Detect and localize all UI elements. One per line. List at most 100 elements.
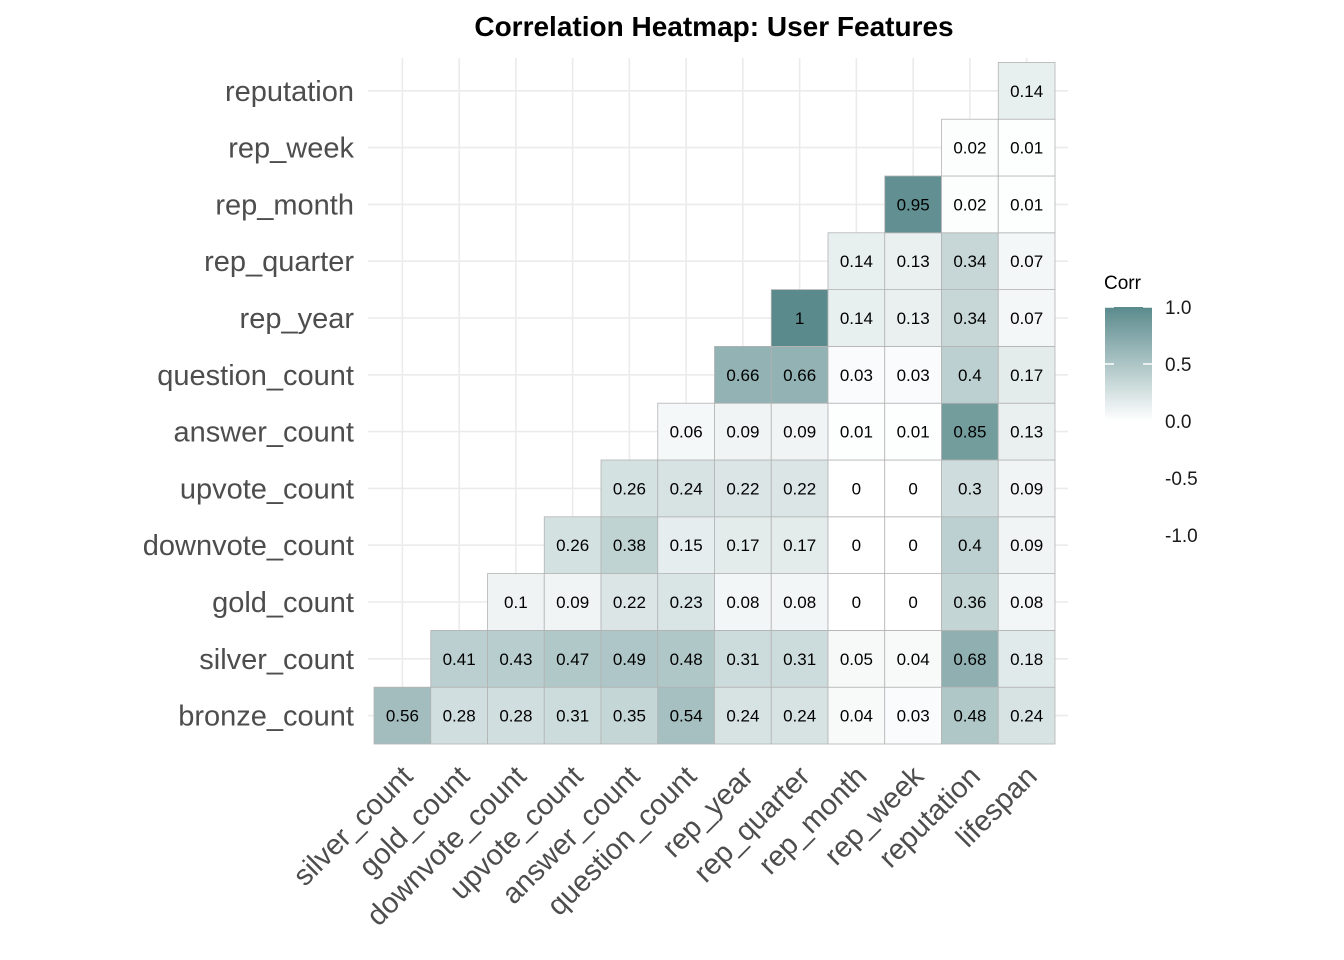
cell-label: 0.56 [386,707,419,726]
cell-question_count-rep_month [827,345,886,404]
cell-silver_count-rep_month [827,630,886,688]
y-label-upvote_count: upvote_count [180,473,354,505]
y-axis-labels: bronze_count silver_count gold_count downvo… [143,76,355,733]
cell-question_count-rep_year [714,345,772,404]
cell-label: 0.08 [1010,593,1043,612]
cell-rep_month-rep_week [884,175,942,234]
cell-label: 0.3 [958,479,982,498]
cell-label: 0.13 [897,309,930,328]
cell-label: 0.66 [726,366,759,385]
cell-bronze_count-rep_month [827,686,886,745]
cell-label: 0 [852,536,861,555]
cell-silver_count-gold_count [430,630,488,688]
y-label-rep_quarter: rep_quarter [204,246,354,278]
cell-silver_count-answer_count [600,630,659,688]
color-legend: Corr 1.0 0.5 0.0 -0.5 -1.0 [1104,273,1198,547]
cell-label: 0.31 [556,707,589,726]
y-label-silver_count: silver_count [199,644,354,676]
cell-label: 0.06 [670,423,703,442]
cell-silver_count-rep_week [884,630,942,688]
cell-bronze_count-rep_quarter [770,686,829,745]
cell-answer_count-rep_month [827,402,886,461]
cell-label: 0.31 [783,650,816,669]
cell-downvote_count-question_count [657,516,715,574]
cell-label: 0.4 [958,536,982,555]
y-label-downvote_count: downvote_count [143,530,354,562]
cell-answer_count-lifespan [997,402,1056,461]
x-axis-labels: silver_countgold_countdownvote_countupvo… [287,760,1043,932]
cell-label: 0.09 [1010,479,1043,498]
cell-label: 0.49 [613,650,646,669]
cell-label: 0.07 [1010,252,1043,271]
cell-label: 0.14 [840,309,873,328]
cell-gold_count-rep_quarter [770,573,829,631]
cell-label: 1 [795,309,804,328]
cell-rep_year-rep_week [884,289,942,347]
cell-downvote_count-upvote_count [543,516,602,574]
cell-gold_count-rep_month [827,573,886,631]
cell-label: 0.01 [1010,195,1043,214]
cell-label: 0.26 [556,536,589,555]
cell-rep_year-reputation [941,289,999,347]
cell-label: 0 [852,479,861,498]
cell-gold_count-lifespan [997,573,1056,631]
cell-label: 0.14 [1010,82,1043,101]
cell-label: 0.4 [958,366,982,385]
cell-silver_count-rep_year [714,630,772,688]
cell-label: 0.22 [783,479,816,498]
cell-bronze_count-question_count [657,686,715,745]
legend-tick-label: -0.5 [1165,469,1198,490]
cell-downvote_count-reputation [941,516,999,574]
cell-label: 0.01 [840,423,873,442]
cell-label: 0.34 [953,309,986,328]
cell-upvote_count-rep_year [714,459,772,518]
cell-label: 0.31 [726,650,759,669]
cell-label: 0.08 [726,593,759,612]
cell-upvote_count-reputation [941,459,999,518]
cell-gold_count-downvote_count [487,573,545,631]
cell-rep_year-rep_quarter [770,289,829,347]
cell-label: 0.85 [953,423,986,442]
cell-label: 0.24 [726,707,759,726]
cell-label: 0 [908,536,917,555]
cell-label: 0.01 [897,423,930,442]
y-label-rep_month: rep_month [215,189,354,221]
cell-label: 0.28 [499,707,532,726]
cell-upvote_count-rep_quarter [770,459,829,518]
cell-rep_month-reputation [941,175,999,234]
cell-label: 0.1 [504,593,528,612]
cell-question_count-rep_quarter [770,345,829,404]
cell-label: 0.03 [897,707,930,726]
cell-rep_week-lifespan [997,118,1056,177]
cell-label: 0.17 [783,536,816,555]
cell-label: 0.02 [953,139,986,158]
cell-label: 0.09 [726,423,759,442]
cell-reputation-lifespan [997,62,1056,120]
y-label-rep_year: rep_year [240,303,355,335]
cell-gold_count-rep_week [884,573,942,631]
cell-label: 0.41 [443,650,476,669]
heatmap-cells: 0.56 0.28 0.28 0.31 0.35 0.54 0.24 0.24 0.04 0.03… [373,62,1056,745]
cell-bronze_count-lifespan [997,686,1056,745]
cell-gold_count-rep_year [714,573,772,631]
cell-label: 0.18 [1010,650,1043,669]
y-label-reputation: reputation [225,76,354,108]
cell-question_count-lifespan [997,345,1056,404]
cell-bronze_count-silver_count [373,686,432,745]
cell-downvote_count-rep_week [884,516,942,574]
chart-title: Correlation Heatmap: User Features [474,11,953,42]
cell-bronze_count-rep_year [714,686,772,745]
legend-tick-label: -1.0 [1165,526,1198,547]
cell-label: 0.09 [783,423,816,442]
cell-gold_count-reputation [941,573,999,631]
cell-label: 0.15 [670,536,703,555]
cell-rep_quarter-rep_week [884,232,942,291]
cell-label: 0 [908,593,917,612]
cell-upvote_count-rep_week [884,459,942,518]
cell-answer_count-question_count [657,402,715,461]
cell-answer_count-rep_year [714,402,772,461]
cell-question_count-reputation [941,345,999,404]
cell-label: 0.02 [953,195,986,214]
cell-label: 0.24 [783,707,816,726]
